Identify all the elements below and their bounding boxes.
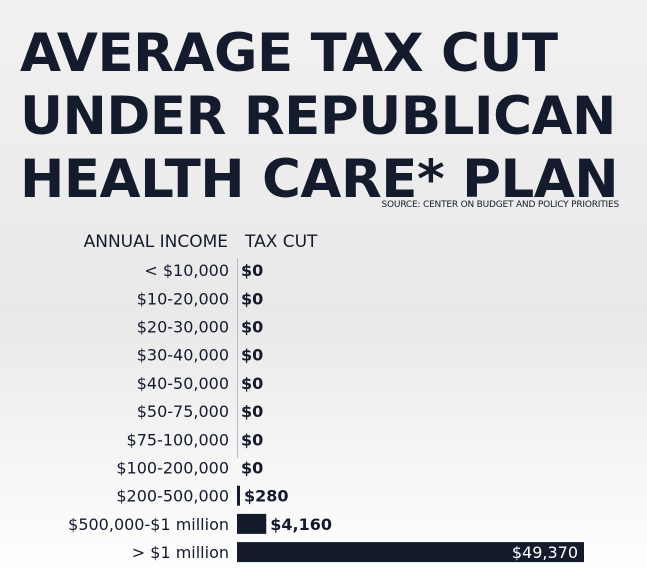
tax-cut-column-header: TAX CUT: [245, 232, 318, 252]
category-label: > $1 million: [132, 543, 229, 562]
value-label: $0: [241, 318, 263, 337]
bar: [237, 542, 584, 563]
category-label: $75-100,000: [127, 430, 229, 449]
title-line-1: AVERAGE TAX CUT: [20, 23, 558, 84]
category-label: $200-500,000: [116, 487, 229, 506]
category-label: $20-30,000: [137, 318, 229, 337]
category-label: $30-40,000: [137, 346, 229, 365]
value-label: $0: [241, 289, 263, 308]
title-line-2: UNDER REPUBLICAN: [20, 86, 616, 147]
value-label: $0: [241, 430, 263, 449]
bar: [237, 485, 240, 506]
income-column-header: ANNUAL INCOME: [83, 232, 228, 252]
category-label: $40-50,000: [137, 374, 229, 393]
value-label: $0: [241, 459, 263, 478]
value-label: $0: [241, 402, 263, 421]
category-label: $500,000-$1 million: [68, 515, 229, 534]
category-label: $10-20,000: [137, 289, 229, 308]
category-label: $50-75,000: [137, 402, 229, 421]
category-label: < $10,000: [144, 261, 229, 280]
chart-title: AVERAGE TAX CUT UNDER REPUBLICAN HEALTH …: [20, 22, 640, 211]
value-label: $49,370: [512, 543, 578, 562]
value-label: $0: [241, 346, 263, 365]
bar: [237, 513, 267, 534]
value-axis-line: [237, 258, 238, 458]
source-note: SOURCE: CENTER ON BUDGET AND POLICY PRIO…: [381, 200, 620, 210]
value-label: $280: [244, 487, 289, 506]
value-label: $4,160: [270, 515, 332, 534]
value-label: $0: [241, 261, 263, 280]
value-label: $0: [241, 374, 263, 393]
category-label: $100-200,000: [116, 459, 229, 478]
title-line-3: HEALTH CARE* PLAN: [20, 149, 619, 210]
